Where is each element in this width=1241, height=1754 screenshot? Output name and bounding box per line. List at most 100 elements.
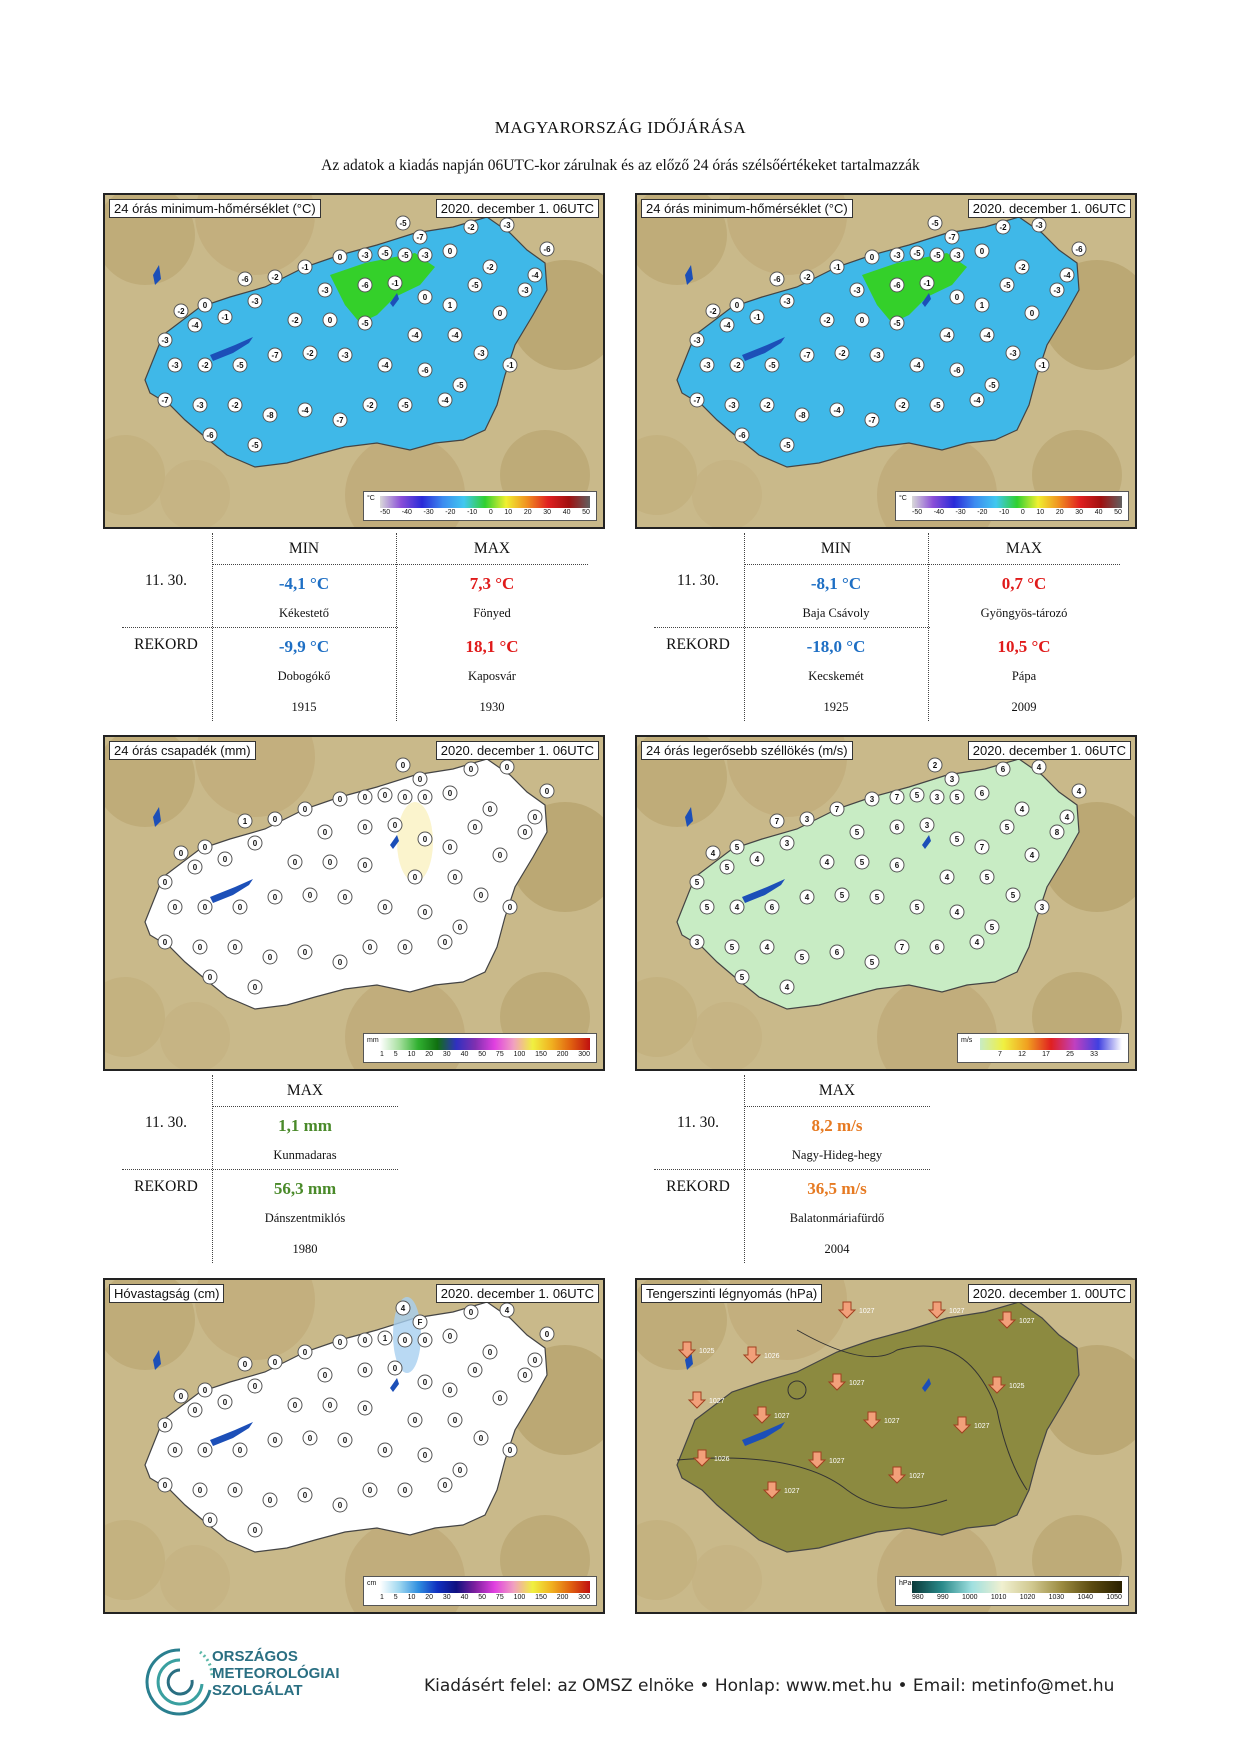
map-min-temp-left: -5-7-2 -3-6-50 -3 -5 -3 0-1 -2-5-3-4-2-60-2-3-…: [105, 195, 603, 527]
logo-line3: SZOLGÁLAT: [212, 1682, 303, 1699]
legend-tick: 30: [442, 1594, 451, 1601]
station-marker: 4: [819, 854, 835, 870]
station-value: 0: [308, 891, 313, 900]
station-marker: 4: [969, 934, 985, 950]
station-marker: 4: [1059, 809, 1075, 825]
station-marker: -3: [517, 282, 533, 298]
station-value: -3: [1035, 221, 1043, 230]
station-value: 0: [423, 293, 428, 302]
station-value: -4: [973, 396, 981, 405]
station-marker: -2: [362, 397, 378, 413]
station-marker: -2: [287, 312, 303, 328]
station-value: -3: [521, 286, 529, 295]
station-marker: -3: [699, 357, 715, 373]
station-value: -2: [271, 273, 279, 282]
station-value: -5: [893, 319, 901, 328]
station-value: 5: [915, 903, 920, 912]
station-marker: 4: [705, 845, 721, 861]
station-marker: 0: [442, 243, 458, 259]
panel-date: 2020. december 1. 06UTC: [435, 741, 599, 760]
wind-arrow-icon: [687, 1391, 707, 1409]
legend-tick: 20: [425, 1594, 434, 1601]
station-marker: -1: [919, 275, 935, 291]
lake-balaton: [742, 337, 785, 361]
rekord-max-value: 18,1 °C: [465, 637, 519, 656]
station-value: 0: [533, 1356, 538, 1365]
station-marker: 0: [492, 1390, 508, 1406]
station-value: 4: [945, 873, 950, 882]
station-marker: 0: [237, 1356, 253, 1372]
station-marker: 4: [749, 851, 765, 867]
station-value: 0: [343, 893, 348, 902]
station-value: 5: [985, 873, 990, 882]
station-marker: 5: [834, 887, 850, 903]
station-marker: 0: [397, 1332, 413, 1348]
station-marker: -4: [939, 327, 955, 343]
station-marker: -3: [724, 397, 740, 413]
station-marker: 0: [974, 243, 990, 259]
station-marker: -5: [909, 245, 925, 261]
station-value: 0: [208, 1516, 213, 1525]
min-location: Baja Csávoly: [802, 606, 870, 620]
station-marker: -4: [527, 267, 543, 283]
station-marker: 5: [999, 819, 1015, 835]
station-value: -4: [191, 321, 199, 330]
station-value: -1: [923, 279, 931, 288]
station-marker: 8: [1049, 824, 1065, 840]
station-marker: -3: [247, 293, 263, 309]
station-value: 0: [328, 1401, 333, 1410]
station-marker: 0: [442, 785, 458, 801]
station-marker: 0: [864, 249, 880, 265]
color-legend: m/s 7 12 17 25 33: [957, 1033, 1129, 1063]
lake-tisza: [922, 1378, 931, 1392]
station-marker: 0: [467, 1362, 483, 1378]
station-value: 7: [980, 843, 985, 852]
station-value: 0: [238, 1446, 243, 1455]
station-marker: 0: [362, 939, 378, 955]
max-location: Gyöngyös-tározó: [980, 606, 1068, 620]
station-marker: 0: [247, 1378, 263, 1394]
station-value: -5: [783, 441, 791, 450]
station-value: 0: [233, 1486, 238, 1495]
station-marker: 0: [357, 789, 373, 805]
station-value: 1: [448, 301, 453, 310]
station-marker: 0: [357, 1362, 373, 1378]
station-value: -7: [336, 416, 344, 425]
station-marker: 0: [317, 1367, 333, 1383]
wind-arrow-icon: [952, 1416, 972, 1434]
legend-tick: -10: [999, 509, 1010, 516]
row-date: 11. 30.: [676, 572, 720, 589]
station-value: -3: [853, 286, 861, 295]
station-value: 0: [223, 1398, 228, 1407]
station-marker: 7: [829, 801, 845, 817]
station-value: -1: [753, 313, 761, 322]
wind-arrow-icon: [997, 1311, 1017, 1329]
station-marker: -7: [799, 347, 815, 363]
station-value: 5: [955, 793, 960, 802]
station-marker: 0: [332, 1334, 348, 1350]
station-value: 0: [273, 815, 278, 824]
station-value: -2: [486, 263, 494, 272]
station-marker: 0: [167, 899, 183, 915]
precip-area: [397, 802, 433, 882]
station-value: 4: [975, 938, 980, 947]
lake-tisza: [390, 1378, 399, 1392]
station-marker: -2: [302, 345, 318, 361]
station-value: 0: [860, 316, 865, 325]
station-marker: -3: [357, 247, 373, 263]
pressure-value: 1027: [909, 1473, 925, 1480]
station-marker: 0: [217, 1394, 233, 1410]
station-value: -5: [381, 249, 389, 258]
station-value: 0: [303, 1348, 308, 1357]
pressure-station: 1025: [987, 1376, 1025, 1394]
station-value: 0: [955, 293, 960, 302]
station-value: 0: [448, 247, 453, 256]
station-marker: -4: [297, 402, 313, 418]
lake-balaton: [742, 1422, 785, 1446]
station-marker: -1: [217, 309, 233, 325]
legend-tick: 7: [998, 1051, 1002, 1058]
station-value: 0: [508, 903, 513, 912]
station-value: -7: [868, 416, 876, 425]
station-value: 0: [363, 861, 368, 870]
station-marker: 4: [939, 869, 955, 885]
